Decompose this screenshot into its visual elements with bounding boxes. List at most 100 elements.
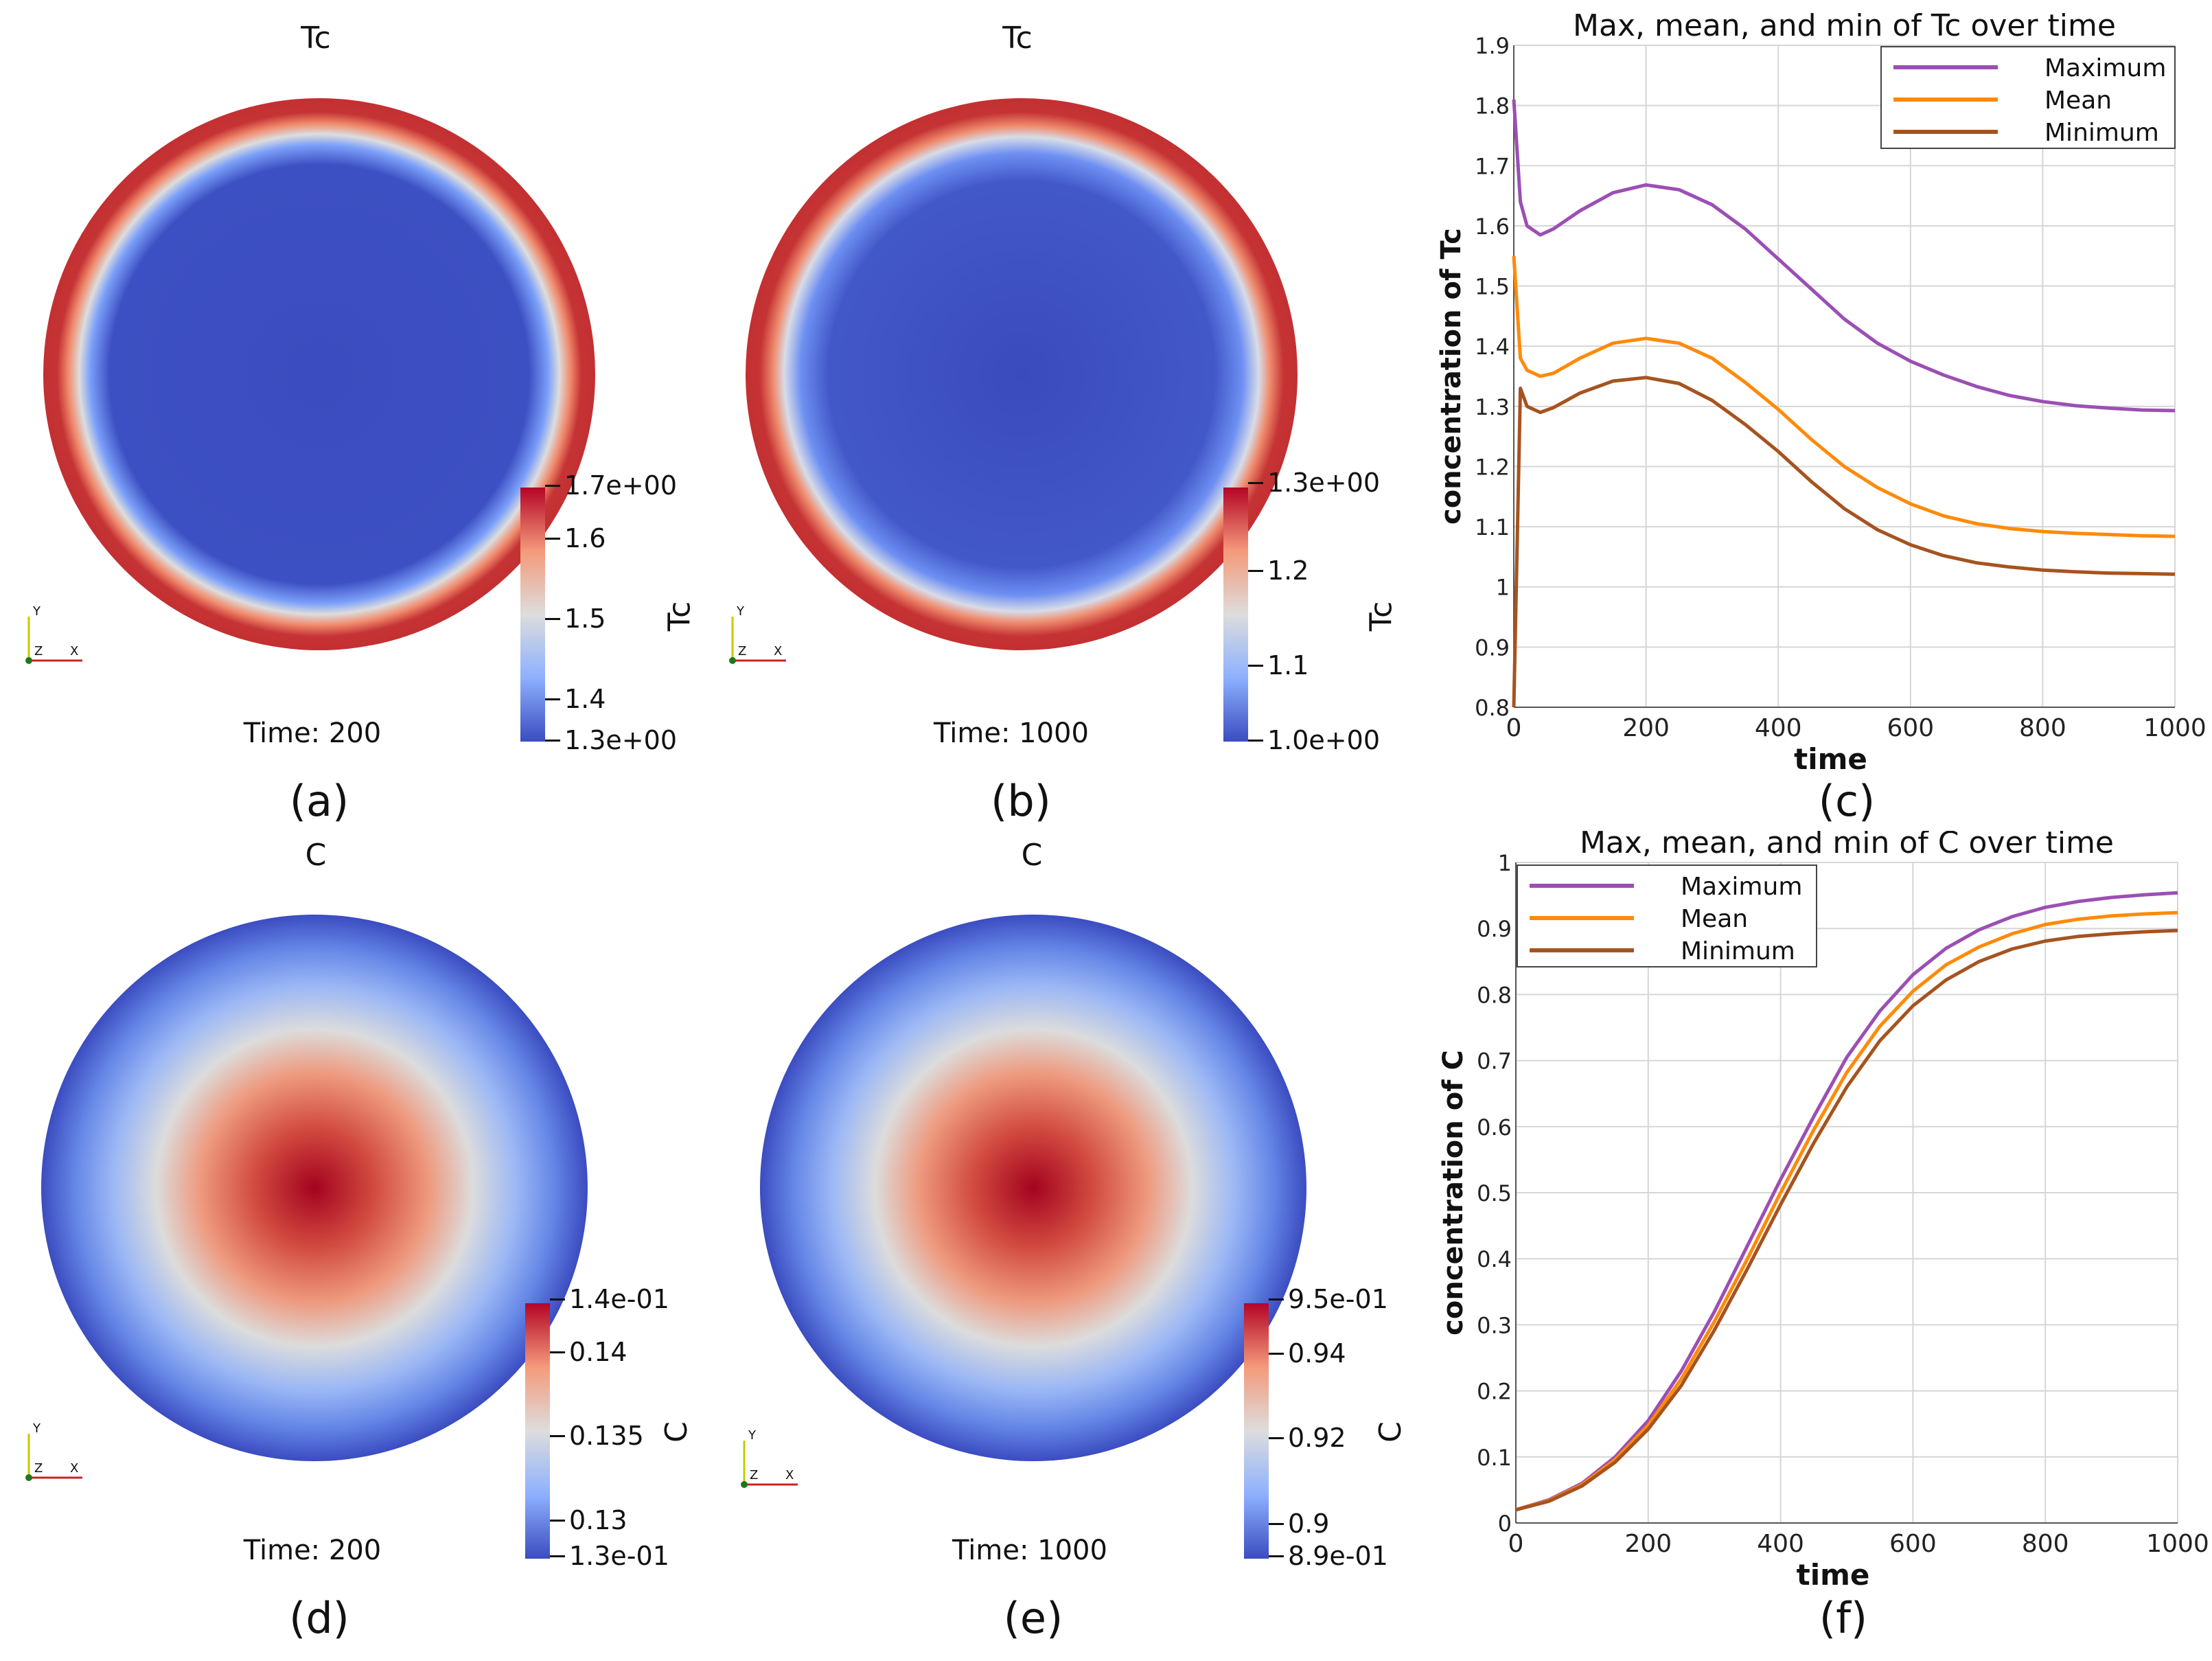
legend-label-mean: Mean: [2044, 87, 2112, 115]
legend-label-minimum: Minimum: [1681, 937, 1795, 965]
cb-tick-mark: [550, 1351, 565, 1353]
panel-a-cb-tick: 1.6: [564, 523, 606, 553]
panel-e-colorbar: [1244, 1303, 1269, 1559]
panel-d-cb-tick: 0.13: [569, 1505, 627, 1535]
panel-e-cb-tick: 0.92: [1288, 1423, 1346, 1453]
chart-title: Max, mean, and min of Tc over time: [1573, 8, 2116, 43]
y-tick-label: 0.7: [1477, 1049, 1512, 1075]
cb-tick-mark: [545, 740, 560, 742]
panel-b-cb-tick: 1.0e+00: [1267, 725, 1381, 755]
panel-b-cb-tick: 1.2: [1267, 555, 1309, 586]
y-tick-label: 0.9: [1477, 916, 1512, 942]
panel-d-label: (d): [289, 1593, 349, 1643]
x-tick-label: 400: [1757, 1530, 1804, 1558]
panel-d-title: C: [305, 838, 327, 873]
x-axis-label: time: [1797, 1558, 1870, 1592]
panel-e-cb-tick: 8.9e-01: [1288, 1541, 1388, 1571]
panel-d-cb-tick: 1.4e-01: [569, 1284, 669, 1314]
x-axis-label: time: [1794, 742, 1867, 776]
panel-a-time: Time: 200: [243, 718, 382, 749]
x-tick-label: 400: [1755, 714, 1802, 742]
legend-label-minimum: Minimum: [2044, 119, 2159, 147]
x-tick-label: 800: [2019, 714, 2066, 742]
panel-f-label: (f): [1819, 1593, 1868, 1643]
panel-b-colorbar-title: Tc: [1363, 601, 1399, 632]
y-tick-label: 1.1: [1475, 514, 1510, 540]
axis-x-label: X: [70, 644, 79, 658]
axis-z-label: Z: [34, 1461, 43, 1476]
x-tick-label: 1000: [2143, 714, 2207, 742]
series-line-minimum: [1512, 376, 2176, 708]
panel-a-cb-tick: 1.5: [564, 604, 606, 634]
legend-label-mean: Mean: [1681, 905, 1748, 933]
y-tick-label: 1.5: [1475, 274, 1510, 300]
y-tick-label: 0.8: [1477, 982, 1512, 1008]
x-tick-label: 600: [1887, 714, 1934, 742]
cb-tick-mark: [1269, 1523, 1284, 1525]
axis-z-label: Z: [750, 1468, 759, 1482]
panel-a-tc-disk: [43, 98, 595, 650]
x-tick-label: 200: [1622, 714, 1670, 742]
x-tick-label: 1000: [2146, 1530, 2209, 1558]
y-tick-label: 1: [1498, 850, 1512, 876]
chart-title: Max, mean, and min of C over time: [1580, 831, 2114, 860]
series-line-maximum: [1512, 99, 2176, 413]
panel-e-label: (e): [1003, 1593, 1063, 1643]
cb-tick-mark: [1269, 1353, 1284, 1355]
axis-z-label: Z: [738, 644, 747, 658]
x-tick-label: 600: [1889, 1530, 1937, 1558]
series-line-minimum: [1515, 928, 2178, 1512]
y-axis-label: concentration of Tc: [1436, 228, 1467, 525]
x-tick-label: 800: [2022, 1530, 2069, 1558]
y-tick-label: 1.4: [1475, 334, 1510, 360]
panel-a-cb-tick: 1.3e+00: [564, 725, 678, 755]
panel-b-time: Time: 1000: [934, 718, 1089, 749]
panel-d-cb-tick: 0.14: [569, 1337, 627, 1367]
panel-b-cb-tick: 1.3e+00: [1267, 468, 1381, 498]
axis-y-label: Y: [33, 604, 41, 619]
panel-b-title: Tc: [1002, 21, 1033, 56]
cb-tick-mark: [545, 698, 560, 700]
cb-tick-mark: [545, 618, 560, 620]
cb-tick-mark: [1269, 1298, 1284, 1301]
x-tick-label: 200: [1624, 1530, 1672, 1558]
y-tick-label: 1: [1496, 575, 1510, 601]
panel-a-axes-icon: Y Z X: [21, 604, 89, 666]
cb-tick-mark: [1248, 570, 1263, 572]
panel-a-colorbar-title: Tc: [662, 601, 698, 632]
chart-f-c-over-time: 0 200 400 600 800 1000 0 0.1 0.2 0.3 0.4 0.5 0.6 0.7 0…: [1438, 831, 2209, 1592]
cb-tick-mark: [550, 1555, 565, 1557]
axis-x-label: X: [774, 644, 783, 658]
y-tick-label: 1.3: [1475, 394, 1510, 420]
y-tick-label: 0.6: [1477, 1114, 1512, 1141]
axis-y-label: Y: [748, 1428, 756, 1443]
cb-tick-mark: [1248, 482, 1263, 484]
y-tick-label: 1.8: [1475, 93, 1510, 119]
series-line-mean: [1512, 255, 2176, 538]
panel-e-time: Time: 1000: [952, 1535, 1107, 1566]
panel-b-tc-disk: [746, 98, 1298, 650]
panel-a-title: Tc: [301, 21, 331, 56]
panel-e-colorbar-title: C: [1372, 1421, 1408, 1443]
panel-e-cb-tick: 0.94: [1288, 1338, 1346, 1368]
legend-label-maximum: Maximum: [2044, 54, 2166, 82]
y-tick-label: 0.3: [1477, 1312, 1512, 1338]
y-tick-label: 1.6: [1475, 214, 1510, 240]
panel-d-c-disk: [41, 915, 588, 1461]
cb-tick-mark: [545, 485, 560, 487]
axis-x-label: X: [70, 1461, 79, 1476]
y-tick-label: 0.2: [1477, 1379, 1512, 1405]
panel-e-cb-tick: 9.5e-01: [1288, 1284, 1388, 1314]
panel-a-colorbar: [520, 488, 545, 742]
panel-e-cb-tick: 0.9: [1288, 1509, 1330, 1539]
panel-d-time: Time: 200: [243, 1535, 382, 1566]
axis-y-label: Y: [737, 604, 744, 619]
y-tick-label: 0.8: [1475, 695, 1510, 721]
series-line-maximum: [1515, 891, 2178, 1512]
cb-tick-mark: [1248, 740, 1263, 742]
panel-d-colorbar-title: C: [658, 1421, 694, 1443]
cb-tick-mark: [550, 1298, 565, 1301]
panel-b-colorbar: [1223, 488, 1248, 742]
axis-z-label: Z: [34, 644, 43, 658]
cb-tick-mark: [1269, 1437, 1284, 1439]
